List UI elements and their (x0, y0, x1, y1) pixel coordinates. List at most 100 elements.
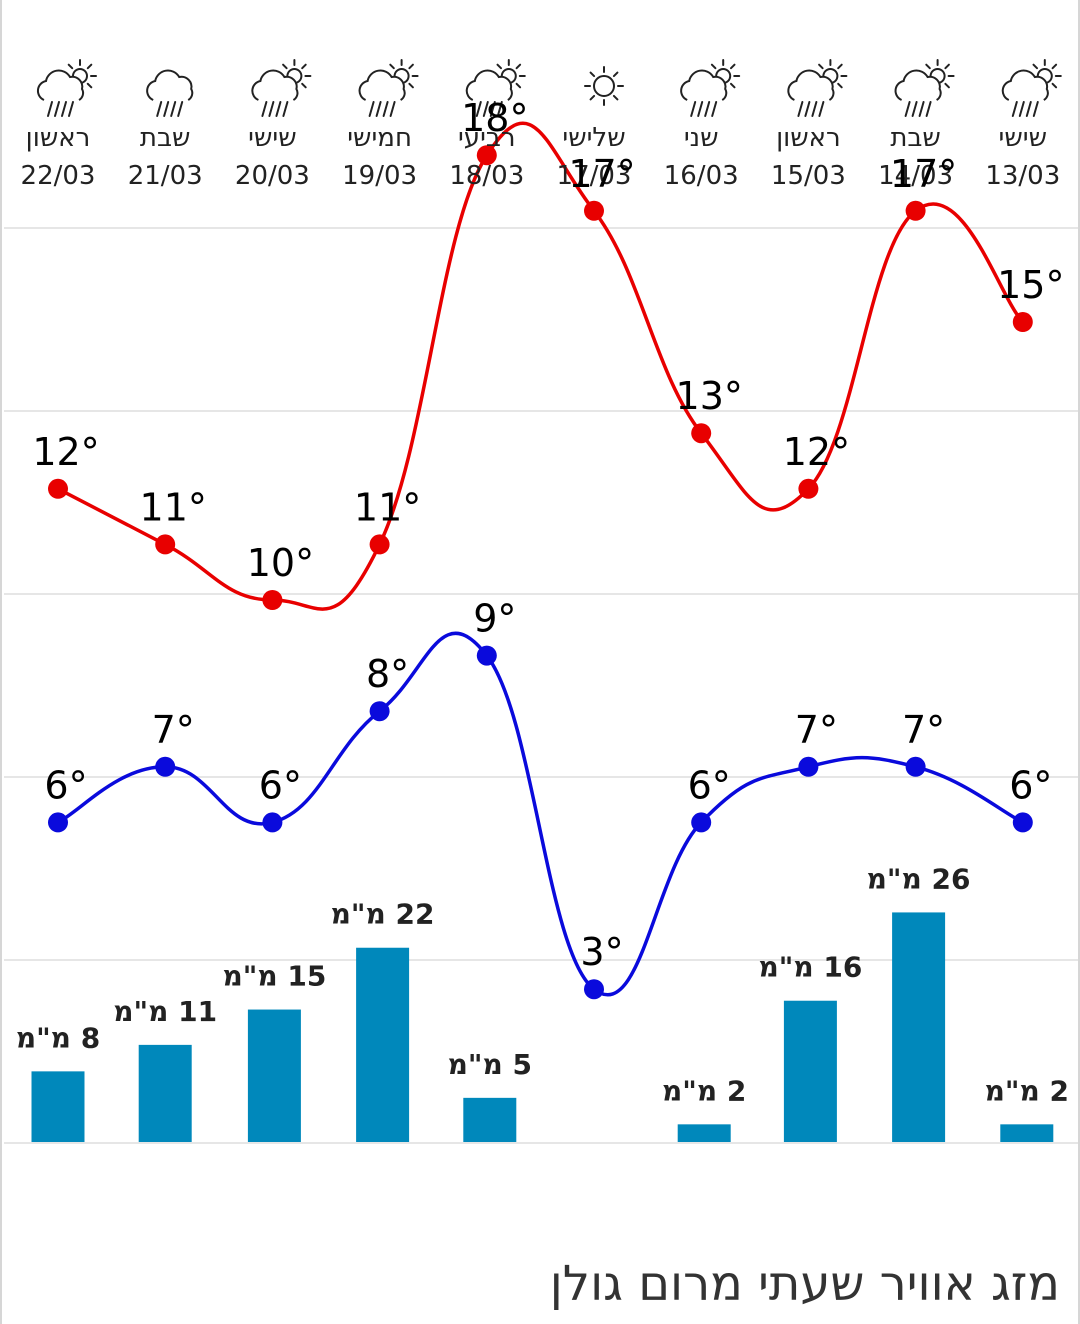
max-temp-label: 17° (890, 152, 957, 196)
max-temp-point (262, 590, 283, 610)
min-temp-label: 7° (902, 708, 945, 752)
rain-drop (61, 101, 67, 117)
cloud-shape (1001, 69, 1049, 101)
sun-ray (1051, 82, 1058, 89)
value-labels: 8 מ"מ 11 מ"מ15 מ"מ22 מ"מ 5 מ"מ 2 מ"מ 16 מ"מ 2… (16, 96, 1069, 1107)
rain-drop (475, 101, 482, 117)
min-temp-label: 6° (259, 763, 302, 807)
rain-sun-icon (680, 59, 741, 117)
day-label: שבת (140, 123, 191, 153)
rain-drop (704, 101, 711, 117)
precip-bars (31, 912, 1054, 1142)
sun-ray (1032, 63, 1039, 70)
sun-ray (86, 82, 93, 89)
rain-drop (275, 101, 282, 117)
sun-ray (67, 63, 74, 70)
precip-label: 2 מ"מ (662, 1074, 746, 1107)
temp-lines (48, 121, 1033, 1000)
day-label: שני (684, 123, 719, 153)
rain-drop (382, 101, 389, 117)
day-label: שלישי (562, 123, 625, 153)
date-label: 14/03 (878, 161, 953, 191)
sun-ray (818, 63, 824, 70)
rain-drop (1018, 101, 1025, 117)
rain-drop (697, 101, 704, 117)
rain-drop (261, 101, 268, 117)
max-temp-label: 10° (247, 541, 314, 585)
rain-sun-icon (787, 59, 848, 117)
rain-drop (711, 101, 718, 117)
min-temp-point (584, 979, 604, 1000)
rain-drop (1025, 101, 1032, 117)
max-temp-point (155, 534, 176, 555)
left-frame-line (0, 0, 2, 1324)
rain-drop (389, 101, 396, 117)
precip-bar (463, 1097, 517, 1142)
sun-ray (612, 94, 619, 101)
max-temp-line (57, 121, 1025, 611)
rain-drop (925, 101, 932, 117)
sun-ray (496, 63, 503, 70)
min-temp-label: 3° (580, 930, 623, 974)
max-temp-point (584, 200, 604, 221)
cloud-shape (680, 69, 728, 101)
max-temp-point (798, 478, 819, 499)
cloud-shape (465, 69, 513, 101)
rain-drop (170, 101, 177, 117)
precip-label: 16 מ"מ (758, 951, 862, 984)
rain-drop (811, 101, 818, 117)
rain-drop (482, 101, 489, 117)
sun-ray (589, 71, 596, 78)
max-temp-point (369, 534, 390, 555)
precip-label: 22 מ"מ (331, 898, 435, 931)
precip-label: 5 מ"מ (448, 1048, 532, 1081)
min-temp-label: 6° (44, 763, 87, 807)
sun-ray (729, 82, 736, 89)
rain-sun-icon (251, 59, 312, 117)
sun-ray (729, 63, 736, 70)
rain-drop (797, 101, 804, 117)
min-temp-line (57, 631, 1024, 997)
sun-ray (408, 82, 414, 89)
precip-bar (138, 1044, 192, 1142)
sun-ray (408, 63, 414, 70)
rain-drop (282, 101, 289, 117)
rain-drop (904, 101, 911, 117)
max-temp-label: 12° (32, 430, 99, 474)
max-temp-label: 18° (461, 96, 528, 140)
cloud-shape (894, 69, 942, 101)
sun-ray (612, 71, 619, 78)
sun-ray (515, 82, 522, 89)
rain-drop (368, 101, 375, 117)
rain-drop (1011, 101, 1018, 117)
max-temp-point (1012, 312, 1033, 332)
day-label: ראשון (776, 123, 841, 153)
min-temp-label: 8° (366, 652, 409, 696)
date-label: 19/03 (342, 161, 417, 191)
rain-drop (804, 101, 811, 117)
day-label: שישי (999, 123, 1047, 153)
sun-ray (1051, 63, 1058, 70)
min-temp-point (905, 756, 926, 777)
precip-label: 11 מ"מ (113, 995, 217, 1028)
sun-ray (944, 63, 950, 70)
min-temp-label: 6° (1009, 763, 1052, 807)
rain-drop (690, 101, 697, 117)
day-label: שבת (890, 123, 941, 153)
max-temp-point (905, 200, 926, 221)
rain-sun-icon (36, 59, 97, 117)
sun-ray (86, 63, 93, 70)
rain-drop (496, 101, 503, 117)
min-temp-point (48, 812, 68, 833)
max-temp-point (476, 145, 497, 166)
rain-drop (268, 101, 275, 117)
precip-bar (31, 1071, 85, 1142)
sun-icon (584, 66, 624, 106)
date-label: 22/03 (21, 161, 96, 191)
rain-sun-icon (465, 59, 526, 117)
cloud-shape (358, 69, 406, 101)
precip-bar (892, 912, 946, 1142)
rain-drop (1032, 101, 1039, 117)
sun-ray (944, 82, 950, 89)
